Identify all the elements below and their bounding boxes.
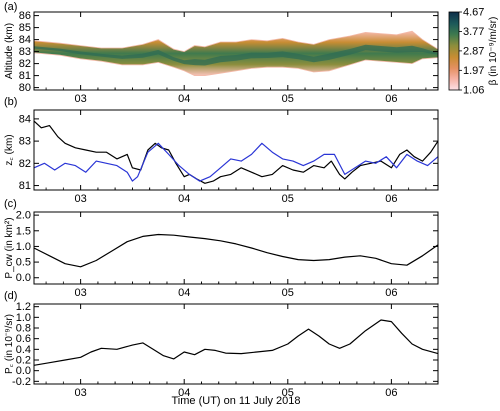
figure-xlabel: Time (UT) on 11 July 2018 <box>172 395 301 407</box>
x-tick-label: 06 <box>385 387 397 399</box>
panel-b-axes: 03 04 05 06 81 82 83 84 <box>19 110 438 205</box>
panel-b-frame <box>33 109 439 191</box>
panel-c-axes: 03 04 05 06 0.0 0.5 1.0 1.5 2.0 <box>16 210 438 299</box>
panel-c-frame <box>33 211 439 285</box>
y-tick-label: -0.2 <box>12 376 31 388</box>
heatmap-layer <box>34 30 438 76</box>
y-tick-label: 83 <box>19 136 31 148</box>
series-line <box>33 233 439 268</box>
y-tick-label: 83 <box>19 46 31 58</box>
y-tick-label: 84 <box>19 34 31 46</box>
x-tick-label: 04 <box>178 387 190 399</box>
x-tick-label: 05 <box>282 387 294 399</box>
y-tick-label: 81 <box>19 70 31 82</box>
panel-d-line: (d) 03 04 05 06 -0.20.00.20.40.60.81.01.2 P꜀… <box>4 290 439 399</box>
panel-b-series <box>33 120 439 184</box>
panel-d-axes: 03 04 05 06 -0.20.00.20.40.60.81.01.2 <box>12 301 438 399</box>
x-tick-label: 05 <box>282 93 294 105</box>
panel-d-frame <box>33 303 439 385</box>
y-tick-label: 1.0 <box>16 241 31 253</box>
panel-d-ylabel: P꜀ (in 10⁻⁹/sr) <box>4 314 15 374</box>
panel-label-c: (c) <box>4 198 17 210</box>
panel-d-series <box>33 319 439 366</box>
x-tick-label: 06 <box>385 93 397 105</box>
colorbar-tick-label: 1.06 <box>463 85 484 97</box>
colorbar-gradient <box>448 11 460 91</box>
x-tick-label: 03 <box>74 93 86 105</box>
colorbar-tick-label: 3.77 <box>463 26 484 38</box>
y-tick-label: 82 <box>19 58 31 70</box>
y-tick-label: 85 <box>19 22 31 34</box>
y-tick-label: 82 <box>19 158 31 170</box>
panel-b-ylabel: z꜀ (km) <box>4 134 15 165</box>
backscatter-core <box>34 44 438 66</box>
x-tick-label: 04 <box>178 93 190 105</box>
colorbar-ticks: 1.06 1.97 2.87 3.77 4.67 <box>459 7 484 97</box>
y-tick-label: 1.0 <box>16 312 31 324</box>
panel-label-b: (b) <box>4 96 17 108</box>
x-tick-label: 04 <box>178 287 190 299</box>
colorbar: 1.06 1.97 2.87 3.77 4.67 β (in 10⁻⁹/m/sr) <box>448 7 499 97</box>
y-tick-label: 1.2 <box>16 301 31 313</box>
y-tick-label: 0.5 <box>16 257 31 269</box>
y-tick-label: 0.4 <box>16 344 31 356</box>
colorbar-tick-label: 2.87 <box>463 45 484 57</box>
x-tick-label: 05 <box>282 193 294 205</box>
y-tick-label: 84 <box>19 113 31 125</box>
series-line <box>33 142 439 182</box>
panel-c-line: (c) 03 04 05 06 0.0 0.5 1.0 1.5 2.0 P_cw (in km²… <box>4 198 439 299</box>
panel-c-series <box>33 233 439 268</box>
x-tick-label: 04 <box>178 193 190 205</box>
colorbar-tick-label: 4.67 <box>463 7 484 19</box>
y-tick-label: 81 <box>19 180 31 192</box>
y-tick-label: 0.0 <box>16 365 31 377</box>
x-tick-label: 06 <box>385 287 397 299</box>
y-tick-label: 0.8 <box>16 323 31 335</box>
x-tick-label: 03 <box>74 387 86 399</box>
x-tick-label: 03 <box>74 193 86 205</box>
x-tick-label: 06 <box>385 193 397 205</box>
y-tick-label: 0.2 <box>16 355 31 367</box>
panel-label-d: (d) <box>4 290 17 302</box>
panel-b-line: (b) 03 04 05 06 81 82 83 84 z꜀ (km) <box>4 96 439 205</box>
y-tick-label: 0.0 <box>16 272 31 284</box>
panel-a-ylabel: Altitude (km) <box>4 23 15 79</box>
series-line <box>33 319 439 366</box>
y-tick-label: 80 <box>19 82 31 94</box>
y-tick-label: 1.5 <box>16 225 31 237</box>
backscatter-layer <box>34 30 438 76</box>
colorbar-tick-label: 1.97 <box>463 65 484 77</box>
panel-c-ylabel: P_cw (in km²) <box>4 217 15 278</box>
series-line <box>33 120 439 184</box>
colorbar-label: β (in 10⁻⁹/m/sr) <box>488 17 499 86</box>
x-tick-label: 03 <box>74 287 86 299</box>
y-tick-label: 0.6 <box>16 333 31 345</box>
panel-label-a: (a) <box>4 1 17 13</box>
x-tick-label: 05 <box>282 287 294 299</box>
y-tick-label: 2.0 <box>16 210 31 222</box>
y-tick-label: 86 <box>19 10 31 22</box>
